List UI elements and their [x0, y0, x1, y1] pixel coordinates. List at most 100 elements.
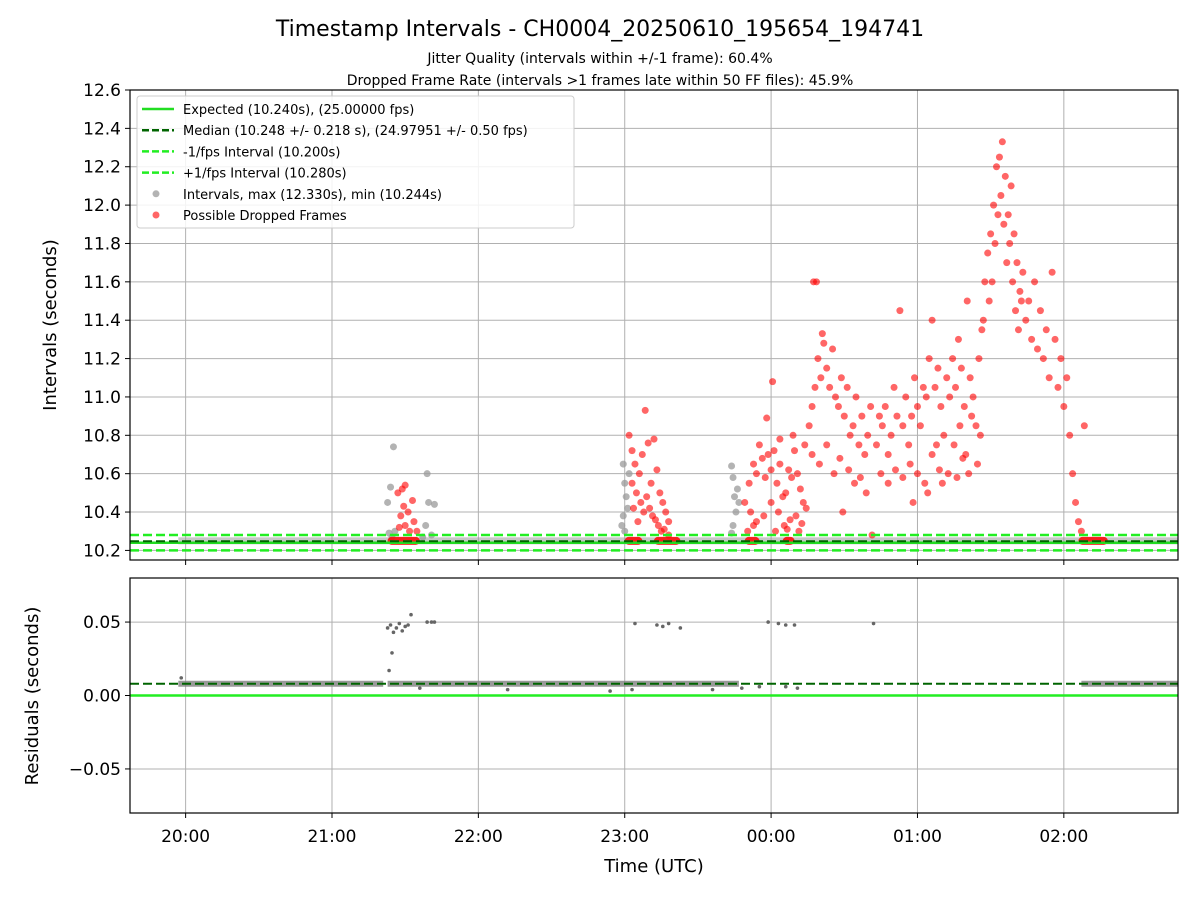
interval-point: [732, 508, 740, 516]
interval-point: [384, 498, 392, 506]
dropped-frame-point: [877, 470, 885, 478]
residuals-y-ticks: −0.05 0.00 0.05: [69, 613, 130, 780]
dropped-frame-point: [852, 393, 860, 401]
dropped-frame-point: [952, 383, 960, 391]
dropped-frame-point: [909, 498, 917, 506]
residual-point: [766, 620, 770, 624]
dropped-frame-point: [1028, 335, 1036, 343]
residuals-y-axis-label: Residuals (seconds): [22, 607, 43, 786]
dropped-frame-point: [764, 450, 772, 458]
residual-point: [418, 686, 422, 690]
dropped-frame-point: [950, 441, 958, 449]
interval-point: [729, 521, 737, 529]
residual-point: [429, 620, 434, 624]
dropped-frame-point: [1051, 335, 1059, 343]
interval-point: [389, 443, 397, 451]
intervals-y-tick-label: 11.8: [83, 234, 121, 254]
dropped-frame-point: [660, 525, 668, 533]
dropped-frame-point: [770, 447, 778, 455]
dropped-frame-point: [747, 508, 755, 516]
dropped-frame-point: [984, 249, 992, 257]
dropped-frame-point: [1014, 326, 1022, 334]
dropped-frame-point: [875, 412, 883, 420]
residual-point: [403, 624, 407, 629]
dropped-frame-point: [406, 527, 414, 535]
residual-point: [795, 686, 800, 690]
dropped-frame-point: [978, 326, 986, 334]
dropped-frame-point: [1013, 259, 1021, 267]
dropped-frame-point: [808, 450, 816, 458]
dropped-frame-point: [855, 441, 863, 449]
dropped-frame-point: [1072, 498, 1080, 506]
dropped-frame-point: [761, 474, 769, 482]
dropped-frame-point: [937, 403, 945, 411]
dropped-frame-point: [997, 192, 1005, 200]
intervals-y-tick-label: 10.6: [83, 465, 121, 485]
residual-point: [505, 687, 510, 692]
residual-point: [633, 621, 637, 626]
dropped-frame-point: [1016, 287, 1024, 295]
dropped-frame-point: [647, 479, 655, 487]
dropped-frame-point: [1003, 259, 1011, 267]
residual-point: [388, 623, 393, 627]
intervals-y-tick-label: 11.6: [83, 273, 121, 293]
dropped-frame-point: [994, 211, 1002, 219]
dropped-frame-point: [634, 518, 642, 526]
dropped-frame-point: [887, 431, 895, 439]
dropped-frame-point: [1017, 297, 1025, 305]
dropped-frame-point: [750, 460, 758, 468]
dropped-frame-point: [867, 403, 875, 411]
residual-point: [387, 668, 391, 673]
dropped-frame-point: [998, 138, 1006, 146]
dropped-frame-point: [829, 345, 837, 353]
dropped-frame-point: [959, 454, 967, 462]
dropped-frame-point: [811, 383, 819, 391]
legend-box: [136, 95, 575, 229]
dropped-frame-point: [872, 441, 880, 449]
dropped-frame-point: [818, 330, 826, 338]
interval-point: [430, 500, 438, 508]
residuals-y-tick-label: 0.05: [83, 613, 121, 633]
dropped-frame-point: [750, 521, 758, 529]
dropped-frame-point: [404, 508, 412, 516]
residual-point: [666, 621, 671, 626]
dropped-frame-point: [752, 470, 760, 478]
dropped-frame-point: [741, 498, 749, 506]
intervals-y-tick-label: 10.2: [83, 541, 121, 561]
residual-point: [776, 621, 781, 626]
dropped-frame-point: [968, 412, 976, 420]
dropped-frame-point: [755, 441, 763, 449]
dropped-frame-point: [401, 481, 409, 489]
dropped-frame-point: [1006, 239, 1014, 247]
dropped-frame-point: [401, 521, 409, 529]
legend-entry-label: Median (10.248 +/- 0.218 s), (24.97951 +…: [183, 124, 528, 139]
intervals-y-tick-label: 10.8: [83, 426, 121, 446]
dropped-frame-point: [812, 278, 820, 286]
dropped-frame-point: [798, 520, 806, 528]
dropped-frame-point: [1012, 307, 1020, 315]
dropped-frame-point: [654, 521, 662, 529]
x-tick-label: 21:00: [307, 827, 356, 847]
interval-point: [735, 498, 743, 506]
dropped-frame-point: [991, 239, 999, 247]
dropped-frame-point: [1063, 374, 1071, 382]
dropped-frame-point: [1077, 527, 1085, 535]
interval-point: [622, 493, 630, 501]
residuals-y-tick-label: 0.00: [83, 687, 121, 707]
residual-point: [792, 623, 797, 627]
dropped-frame-point: [769, 378, 777, 386]
residual-point: [400, 629, 405, 633]
dropped-frame-point: [946, 393, 954, 401]
dropped-frame-point: [840, 412, 848, 420]
dropped-frame-point: [665, 518, 673, 526]
residual-point: [425, 620, 429, 624]
legend-entry-label: Expected (10.240s), (25.00000 fps): [183, 103, 414, 118]
residual-point: [391, 630, 396, 635]
dropped-frame-point: [906, 460, 914, 468]
intervals-legend: Expected (10.240s), (25.00000 fps) Median…: [136, 95, 575, 229]
dropped-frame-point: [856, 474, 864, 482]
residual-point: [390, 651, 394, 655]
dropped-frame-point: [960, 403, 968, 411]
dropped-frame-point: [631, 460, 639, 468]
